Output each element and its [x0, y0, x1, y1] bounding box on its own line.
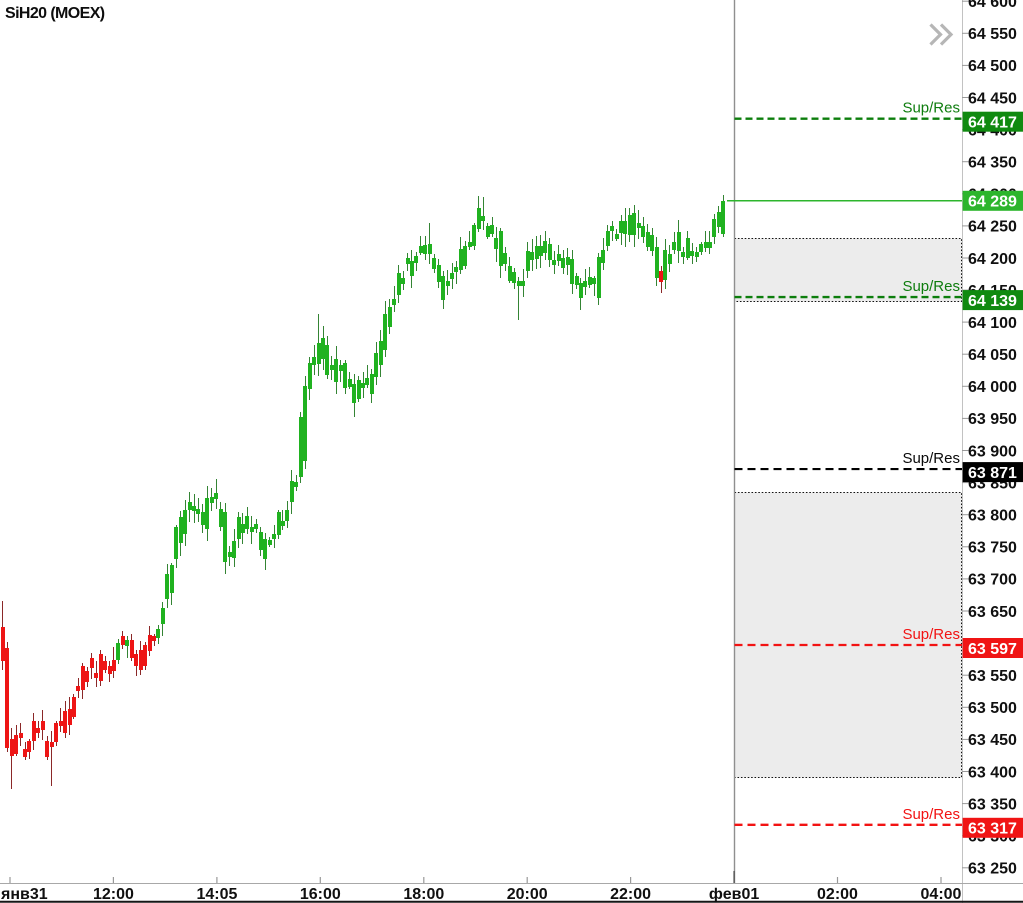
- svg-text:63 250: 63 250: [968, 861, 1017, 878]
- svg-text:64 550: 64 550: [968, 26, 1017, 43]
- svg-text:64 350: 64 350: [968, 155, 1017, 172]
- svg-text:63 750: 63 750: [968, 540, 1017, 557]
- svg-text:63 871: 63 871: [968, 465, 1017, 482]
- svg-text:фев01: фев01: [709, 886, 759, 903]
- svg-text:63 950: 63 950: [968, 411, 1017, 428]
- svg-text:янв31: янв31: [0, 886, 48, 903]
- svg-text:63 900: 63 900: [968, 443, 1017, 460]
- svg-text:63 700: 63 700: [968, 572, 1017, 589]
- svg-text:64 289: 64 289: [968, 194, 1017, 211]
- svg-text:Sup/Res: Sup/Res: [902, 450, 960, 467]
- svg-text:Sup/Res: Sup/Res: [902, 806, 960, 823]
- svg-text:63 500: 63 500: [968, 700, 1017, 717]
- svg-text:64 417: 64 417: [968, 115, 1017, 132]
- svg-text:64 100: 64 100: [968, 315, 1017, 332]
- svg-text:64 450: 64 450: [968, 90, 1017, 107]
- svg-text:63 400: 63 400: [968, 764, 1017, 781]
- svg-text:SiH20 (MOEX): SiH20 (MOEX): [5, 5, 105, 22]
- svg-text:16:00: 16:00: [300, 886, 341, 903]
- svg-text:14:05: 14:05: [196, 886, 237, 903]
- svg-text:Sup/Res: Sup/Res: [902, 626, 960, 643]
- svg-text:63 597: 63 597: [968, 641, 1017, 658]
- svg-text:63 550: 63 550: [968, 668, 1017, 685]
- svg-text:22:00: 22:00: [610, 886, 651, 903]
- svg-text:Sup/Res: Sup/Res: [902, 278, 960, 295]
- svg-text:63 450: 63 450: [968, 732, 1017, 749]
- svg-text:Sup/Res: Sup/Res: [902, 100, 960, 117]
- svg-text:12:00: 12:00: [93, 886, 134, 903]
- svg-text:64 050: 64 050: [968, 347, 1017, 364]
- svg-text:63 350: 63 350: [968, 796, 1017, 813]
- svg-text:04:00: 04:00: [921, 886, 962, 903]
- svg-text:64 200: 64 200: [968, 251, 1017, 268]
- svg-text:64 250: 64 250: [968, 219, 1017, 236]
- svg-text:20:00: 20:00: [507, 886, 548, 903]
- svg-text:64 500: 64 500: [968, 58, 1017, 75]
- svg-text:64 000: 64 000: [968, 379, 1017, 396]
- svg-text:63 317: 63 317: [968, 821, 1017, 838]
- svg-text:63 800: 63 800: [968, 508, 1017, 525]
- svg-text:64 600: 64 600: [968, 0, 1017, 11]
- svg-text:64 139: 64 139: [968, 293, 1017, 310]
- svg-text:18:00: 18:00: [403, 886, 444, 903]
- svg-text:63 650: 63 650: [968, 604, 1017, 621]
- svg-text:02:00: 02:00: [817, 886, 858, 903]
